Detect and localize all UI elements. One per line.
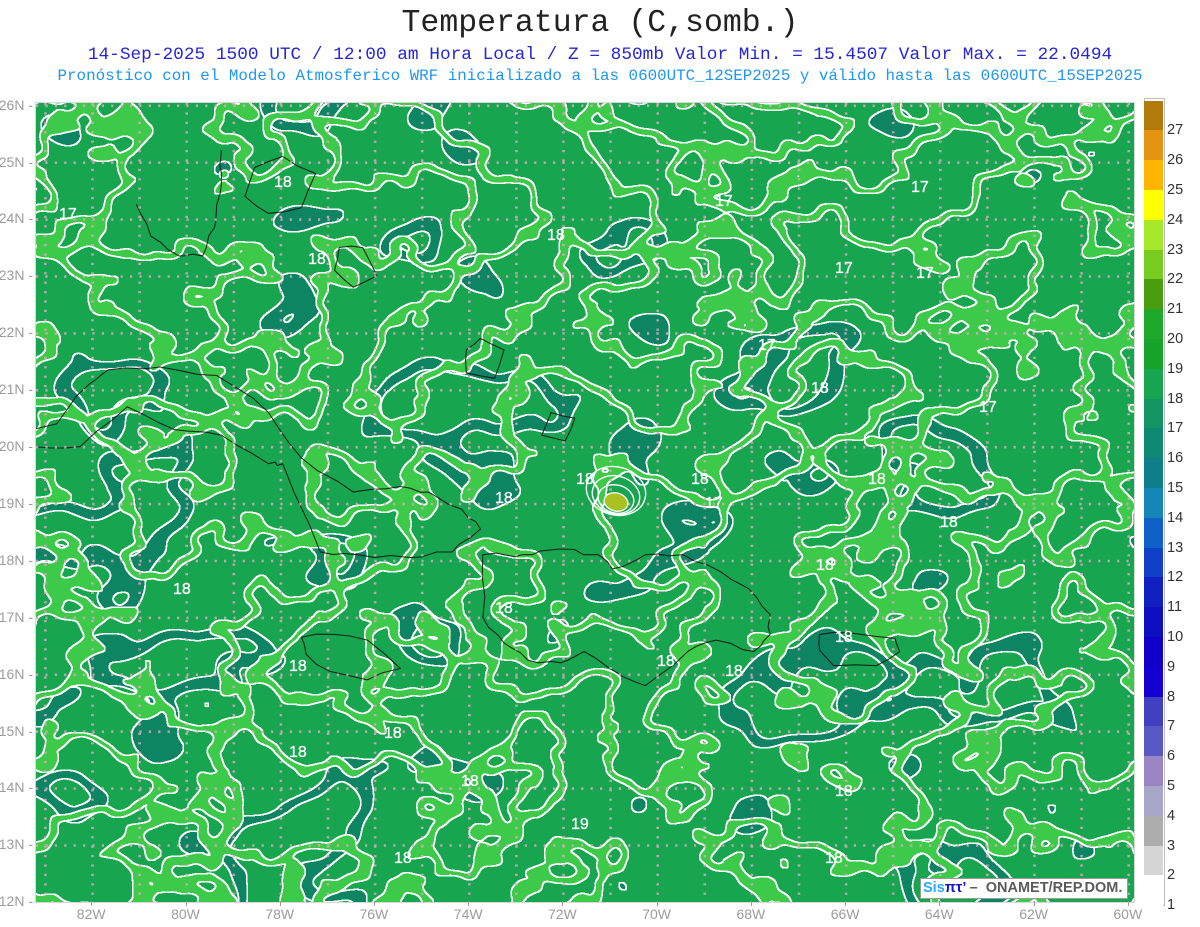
svg-text:18: 18	[289, 744, 307, 761]
svg-text:18: 18	[394, 850, 412, 867]
svg-text:17: 17	[758, 337, 776, 354]
svg-text:18: 18	[940, 514, 958, 531]
svg-text:17: 17	[911, 179, 929, 196]
svg-text:18: 18	[811, 380, 829, 397]
svg-text:18: 18	[835, 783, 853, 800]
svg-text:18: 18	[384, 725, 402, 742]
svg-text:18: 18	[547, 227, 565, 244]
svg-text:17: 17	[715, 193, 733, 210]
svg-text:18: 18	[308, 251, 326, 268]
svg-text:18: 18	[835, 629, 853, 646]
svg-text:18: 18	[816, 557, 834, 574]
svg-text:18: 18	[495, 600, 513, 617]
svg-text:17: 17	[916, 265, 934, 282]
svg-text:18: 18	[495, 490, 513, 507]
svg-text:18: 18	[576, 471, 594, 488]
svg-text:17: 17	[835, 260, 853, 277]
svg-text:18: 18	[868, 471, 886, 488]
svg-text:18: 18	[725, 663, 743, 680]
svg-text:17: 17	[705, 495, 723, 512]
svg-text:18: 18	[825, 850, 843, 867]
svg-text:18: 18	[173, 581, 191, 598]
svg-text:17: 17	[36, 186, 38, 203]
svg-text:18: 18	[461, 773, 479, 790]
svg-text:18: 18	[691, 471, 709, 488]
svg-text:18: 18	[289, 658, 307, 675]
svg-text:17: 17	[59, 206, 77, 223]
svg-text:19: 19	[571, 816, 589, 833]
svg-text:17: 17	[979, 399, 997, 416]
svg-text:18: 18	[657, 653, 675, 670]
svg-text:18: 18	[274, 174, 292, 191]
